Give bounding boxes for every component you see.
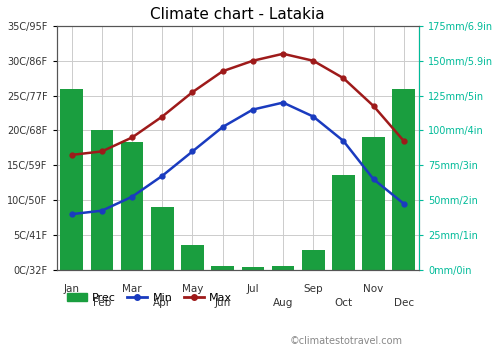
Text: Sep: Sep xyxy=(304,284,323,294)
Bar xyxy=(181,245,204,270)
Text: Jun: Jun xyxy=(214,298,231,308)
Bar xyxy=(362,138,385,270)
Bar xyxy=(242,267,264,270)
Legend: Prec, Min, Max: Prec, Min, Max xyxy=(62,288,237,307)
Bar xyxy=(272,266,294,270)
Bar xyxy=(302,250,324,270)
Text: Apr: Apr xyxy=(153,298,172,308)
Bar xyxy=(60,89,83,270)
Text: Jul: Jul xyxy=(246,284,259,294)
Text: ©climatestotravel.com: ©climatestotravel.com xyxy=(290,336,403,346)
Text: Feb: Feb xyxy=(93,298,111,308)
Bar xyxy=(212,266,234,270)
Text: Dec: Dec xyxy=(394,298,414,308)
Bar xyxy=(332,175,354,270)
Text: Oct: Oct xyxy=(334,298,352,308)
Text: May: May xyxy=(182,284,203,294)
Text: Jan: Jan xyxy=(64,284,80,294)
Bar xyxy=(151,207,174,270)
Text: Mar: Mar xyxy=(122,284,142,294)
Bar xyxy=(121,142,144,270)
Text: Aug: Aug xyxy=(273,298,293,308)
Title: Climate chart - Latakia: Climate chart - Latakia xyxy=(150,7,325,22)
Bar xyxy=(392,89,415,270)
Bar xyxy=(90,131,113,270)
Text: Nov: Nov xyxy=(364,284,384,294)
